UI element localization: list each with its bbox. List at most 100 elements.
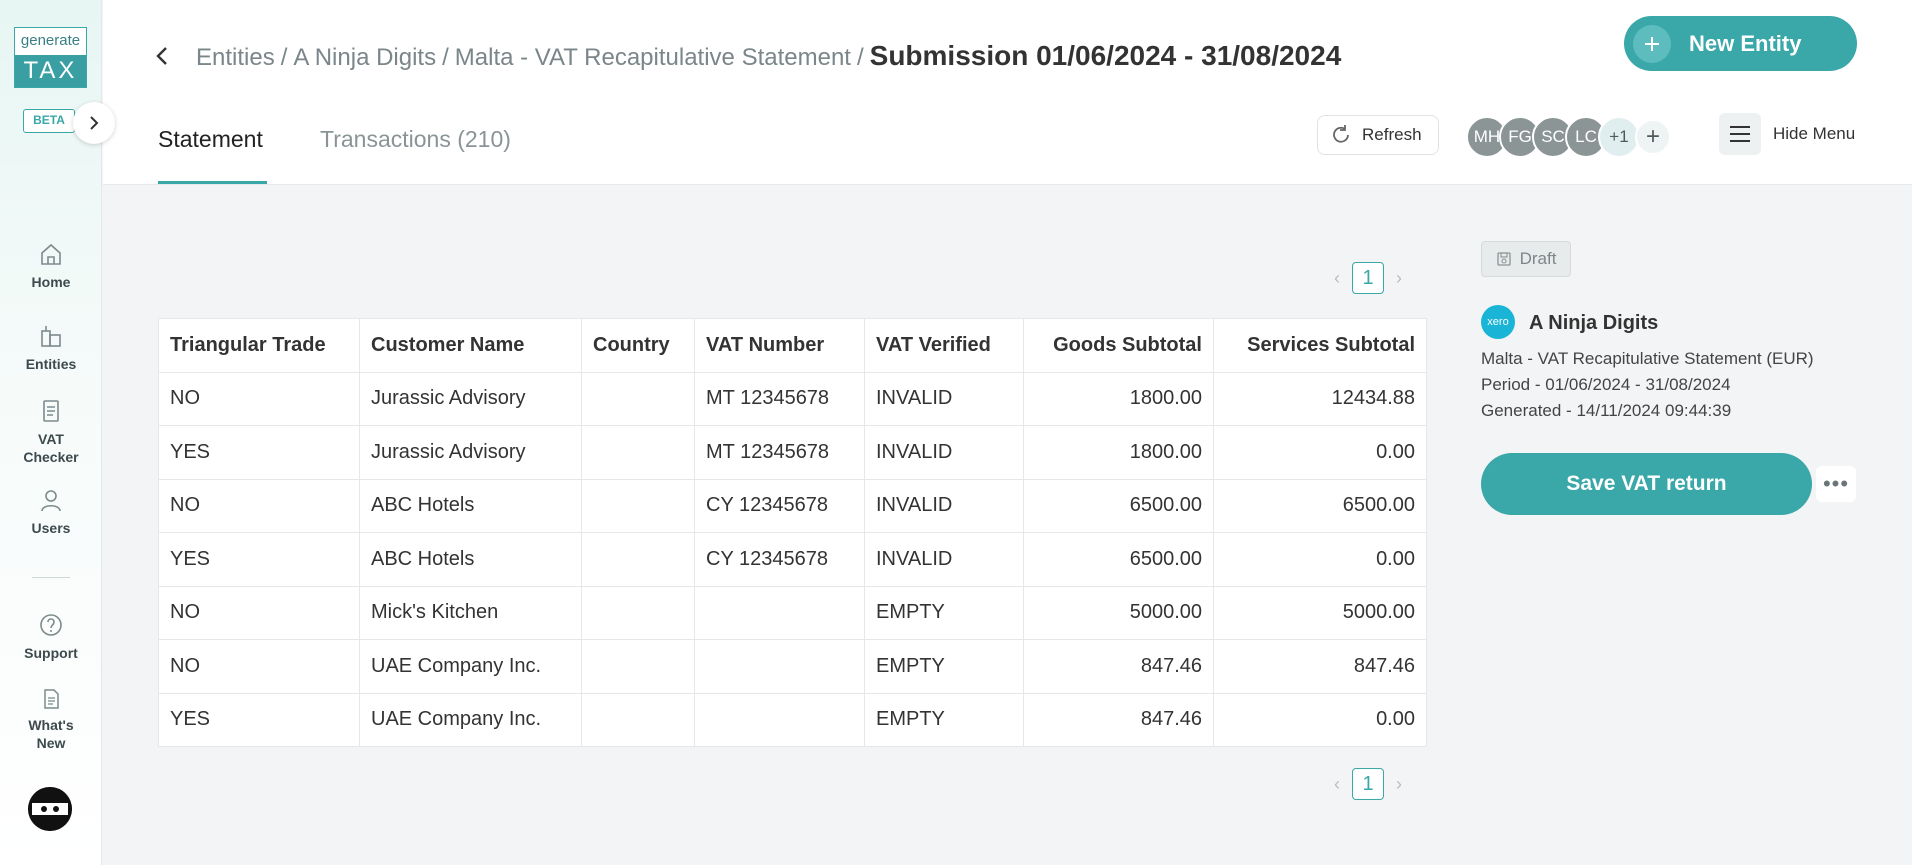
breadcrumb-report[interactable]: Malta - VAT Recapitulative Statement — [454, 44, 851, 71]
table-row[interactable]: YES Jurassic Advisory MT 12345678 INVALI… — [158, 425, 1427, 480]
cell-vat-number — [694, 585, 865, 640]
tab-transactions[interactable]: Transactions (210) — [320, 126, 511, 152]
cell-vat-number: CY 12345678 — [694, 478, 865, 533]
active-tab-indicator — [158, 181, 267, 184]
cell-vat-number — [694, 639, 865, 694]
more-options-icon[interactable]: ••• — [1816, 466, 1856, 502]
cell-goods-subtotal: 6500.00 — [1023, 532, 1214, 587]
generate-tax-logo[interactable]: generate TAX — [14, 27, 87, 88]
cell-goods-subtotal: 847.46 — [1023, 639, 1214, 694]
column-header[interactable]: Services Subtotal — [1213, 318, 1427, 373]
cell-vat-number: MT 12345678 — [694, 371, 865, 426]
sidebar-item-label: Entities — [25, 356, 77, 372]
sidebar-item-label: Support — [24, 645, 78, 661]
page-number[interactable]: 1 — [1352, 262, 1384, 294]
add-user-button[interactable]: + — [1635, 119, 1671, 155]
xero-logo: xero — [1481, 305, 1515, 339]
new-entity-label: New Entity — [1689, 30, 1802, 56]
tab-statement[interactable]: Statement — [158, 126, 263, 152]
cell-services-subtotal: 6500.00 — [1213, 478, 1427, 533]
next-page-icon[interactable]: › — [1396, 267, 1402, 288]
cell-country — [581, 532, 695, 587]
cell-triangular-trade: NO — [158, 585, 360, 640]
prev-page-icon[interactable]: ‹ — [1334, 773, 1340, 794]
user-icon — [41, 490, 61, 512]
cell-country — [581, 585, 695, 640]
cell-customer-name: ABC Hotels — [359, 478, 582, 533]
sidebar-item-label: Home — [31, 274, 71, 290]
report-generated: Generated - 14/11/2024 09:44:39 — [1481, 401, 1732, 420]
cell-vat-verified: INVALID — [864, 425, 1024, 480]
cell-vat-verified: EMPTY — [864, 585, 1024, 640]
status-label: Draft — [1519, 249, 1557, 268]
sidebar-item-support[interactable]: Support — [0, 612, 102, 662]
refresh-icon — [1333, 125, 1349, 143]
sidebar: generate TAX BETA Home Entities VAT Chec… — [0, 0, 115, 865]
cell-customer-name: UAE Company Inc. — [359, 639, 582, 694]
cell-triangular-trade: YES — [158, 425, 360, 480]
page-number[interactable]: 1 — [1352, 768, 1384, 800]
cell-country — [581, 478, 695, 533]
news-icon — [44, 689, 59, 709]
sidebar-item-entities[interactable]: Entities — [0, 323, 102, 373]
refresh-button[interactable]: Refresh — [1317, 115, 1439, 155]
back-button[interactable] — [155, 44, 169, 73]
cell-vat-number: CY 12345678 — [694, 532, 865, 587]
column-header[interactable]: Country — [581, 318, 695, 373]
cell-vat-verified: INVALID — [864, 478, 1024, 533]
save-vat-return-button[interactable]: Save VAT return — [1481, 453, 1812, 515]
column-header[interactable]: Goods Subtotal — [1023, 318, 1214, 373]
user-avatar[interactable] — [28, 787, 72, 831]
cell-triangular-trade: NO — [158, 478, 360, 533]
pagination-top: ‹ 1 › — [1334, 262, 1402, 294]
status-badge: Draft — [1481, 241, 1571, 277]
sidebar-item-label: What's New — [28, 717, 74, 751]
cell-customer-name: ABC Hotels — [359, 532, 582, 587]
cell-goods-subtotal: 5000.00 — [1023, 585, 1214, 640]
new-entity-button[interactable]: New Entity — [1624, 16, 1857, 71]
home-icon — [41, 243, 61, 265]
table-row[interactable]: NO UAE Company Inc. EMPTY 847.46 847.46 — [158, 639, 1427, 694]
logo-bottom-text: TAX — [15, 55, 86, 87]
sidebar-item-users[interactable]: Users — [0, 487, 102, 537]
table-header-row: Triangular Trade Customer Name Country V… — [158, 318, 1427, 373]
sidebar-item-vat-checker[interactable]: VAT Checker — [0, 398, 102, 466]
expand-sidebar-button[interactable] — [73, 102, 115, 144]
prev-page-icon[interactable]: ‹ — [1334, 267, 1340, 288]
next-page-icon[interactable]: › — [1396, 773, 1402, 794]
sidebar-divider — [32, 577, 70, 578]
table-row[interactable]: NO ABC Hotels CY 12345678 INVALID 6500.0… — [158, 478, 1427, 533]
user-avatar-mh[interactable]: MH — [1466, 116, 1508, 158]
cell-country — [581, 692, 695, 747]
cell-vat-number: MT 12345678 — [694, 425, 865, 480]
column-header[interactable]: VAT Verified — [864, 318, 1024, 373]
table-row[interactable]: NO Mick's Kitchen EMPTY 5000.00 5000.00 — [158, 585, 1427, 640]
column-header[interactable]: Customer Name — [359, 318, 582, 373]
breadcrumb-entities[interactable]: Entities — [196, 44, 275, 71]
cell-triangular-trade: NO — [158, 371, 360, 426]
chevron-right-icon — [90, 116, 99, 130]
breadcrumb: Entities / A Ninja Digits / Malta - VAT Reca… — [196, 40, 1342, 71]
column-header[interactable]: VAT Number — [694, 318, 865, 373]
table-row[interactable]: YES ABC Hotels CY 12345678 INVALID 6500.… — [158, 532, 1427, 587]
logo-top-text: generate — [20, 32, 81, 49]
buildings-icon — [41, 326, 61, 347]
plus-icon — [1633, 24, 1671, 63]
page-title: Submission 01/06/2024 - 31/08/2024 — [869, 40, 1342, 71]
table-row[interactable]: NO Jurassic Advisory MT 12345678 INVALID… — [158, 371, 1427, 426]
cell-services-subtotal: 5000.00 — [1213, 585, 1427, 640]
breadcrumb-entity[interactable]: A Ninja Digits — [293, 44, 437, 71]
beta-badge: BETA — [23, 109, 75, 133]
refresh-label: Refresh — [1362, 125, 1422, 144]
sidebar-item-home[interactable]: Home — [0, 241, 102, 291]
sidebar-item-whats-new[interactable]: What's New — [0, 688, 102, 752]
cell-goods-subtotal: 1800.00 — [1023, 425, 1214, 480]
sidebar-item-label: VAT Checker — [23, 431, 79, 465]
cell-triangular-trade: YES — [158, 692, 360, 747]
cell-services-subtotal: 0.00 — [1213, 532, 1427, 587]
cell-vat-verified: INVALID — [864, 532, 1024, 587]
hide-menu-button[interactable]: Hide Menu — [1719, 113, 1855, 155]
column-header[interactable]: Triangular Trade — [158, 318, 360, 373]
more-users-badge[interactable]: +1 — [1598, 116, 1640, 158]
table-row[interactable]: YES UAE Company Inc. EMPTY 847.46 0.00 — [158, 692, 1427, 747]
